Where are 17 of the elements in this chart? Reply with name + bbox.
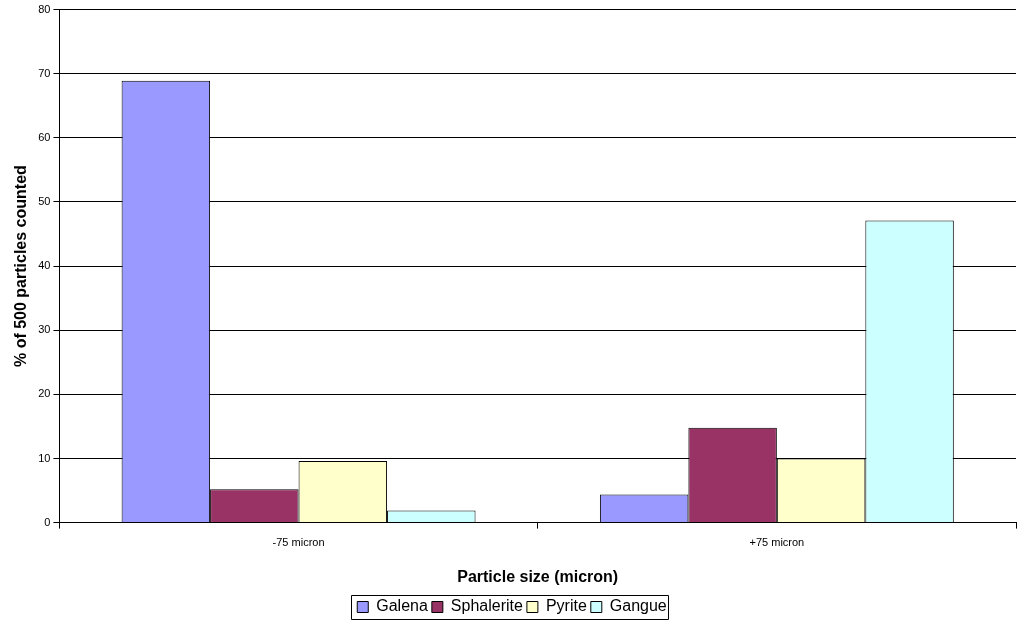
- y-tick-label: 0: [44, 515, 51, 528]
- y-tick-label: 50: [38, 195, 51, 208]
- y-tick-label: 60: [38, 130, 51, 143]
- legend-label: Gangue: [609, 597, 667, 615]
- y-tick-label: 80: [38, 2, 51, 15]
- y-tick-label: 70: [38, 66, 51, 79]
- y-tick-label: 40: [38, 259, 51, 272]
- y-tick-label: 30: [38, 323, 51, 336]
- y-axis-title: % of 500 particles counted: [12, 165, 30, 368]
- x-axis-title: Particle size (micron): [457, 567, 619, 585]
- x-tick-label: +75 micron: [749, 536, 805, 549]
- legend-label: Pyrite: [545, 597, 587, 615]
- legend-label: Sphalerite: [450, 597, 523, 615]
- x-tick-label: -75 micron: [272, 536, 325, 549]
- y-tick-label: 10: [38, 451, 51, 464]
- legend-label: Galena: [376, 597, 428, 615]
- y-tick-label: 20: [38, 387, 51, 400]
